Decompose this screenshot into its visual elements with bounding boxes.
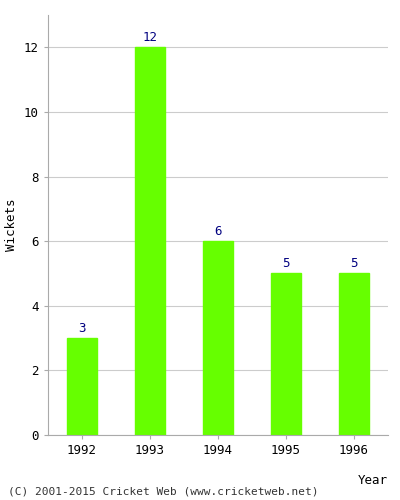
Text: (C) 2001-2015 Cricket Web (www.cricketweb.net): (C) 2001-2015 Cricket Web (www.cricketwe… [8,487,318,497]
Bar [135,48,165,435]
Bar [271,274,301,435]
Text: 3: 3 [78,322,86,335]
Text: Year: Year [358,474,388,487]
Text: 12: 12 [142,31,158,44]
Text: 5: 5 [350,257,358,270]
Text: 5: 5 [282,257,290,270]
Y-axis label: Wickets: Wickets [6,198,18,251]
Bar [339,274,369,435]
Bar [203,241,233,435]
Bar [67,338,97,435]
Text: 6: 6 [214,225,222,238]
